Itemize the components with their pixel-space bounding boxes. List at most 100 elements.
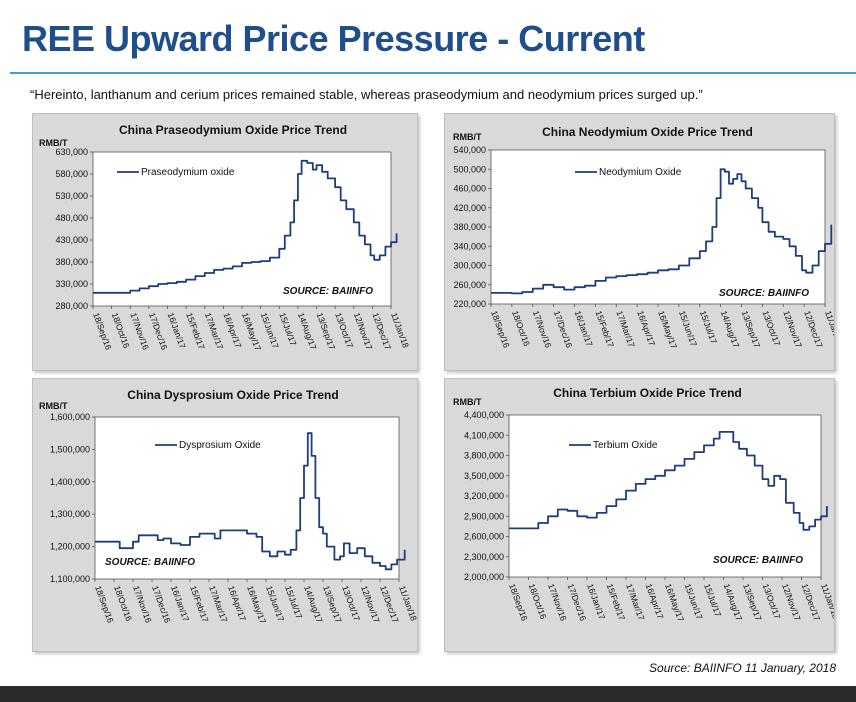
x-tick-label: 14/Aug/17 [719, 309, 742, 349]
y-tick-label: 4,400,000 [464, 410, 504, 420]
x-tick-label: 13/Sep/17 [740, 309, 763, 349]
quote-text: “Hereinto, lanthanum and cerium prices r… [30, 87, 703, 102]
y-tick-label: 4,100,000 [464, 430, 504, 440]
y-tick-label: 330,000 [55, 279, 88, 289]
legend-label: Praseodymium oxide [141, 167, 235, 178]
y-tick-label: 1,400,000 [50, 477, 90, 487]
footer-source: Source: BAIINFO 11 January, 2018 [649, 661, 836, 675]
chart-title: China Dysprosium Oxide Price Trend [127, 388, 338, 402]
y-tick-label: 1,500,000 [50, 444, 90, 454]
dysprosium-chart: China Dysprosium Oxide Price Trend RMB/T 1… [32, 378, 418, 652]
series-line [93, 159, 398, 294]
y-tick-label: 380,000 [453, 222, 486, 232]
x-tick-label: 13/Oct/17 [761, 582, 783, 620]
x-tick-label: 17/Mar/17 [624, 582, 647, 622]
y-tick-label: 480,000 [55, 213, 88, 223]
x-tick-label: 11/Jan/18 [823, 309, 834, 347]
y-tick-label: 500,000 [453, 164, 486, 174]
x-tick-label: 15/Jul/17 [702, 582, 723, 618]
x-tick-label: 14/Aug/17 [296, 311, 319, 351]
chart-title: China Neodymium Oxide Price Trend [542, 125, 753, 139]
x-tick-label: 14/Aug/17 [302, 584, 325, 624]
x-tick-label: 15/Jul/17 [277, 311, 298, 347]
legend-label: Terbium Oxide [593, 440, 658, 451]
series-line [95, 432, 406, 571]
x-tick-label: 12/Nov/17 [781, 309, 804, 349]
x-tick-label: 13/Oct/17 [760, 309, 782, 347]
x-tick-label: 17/Dec/16 [552, 309, 575, 349]
x-tick-label: 18/Sep/16 [93, 584, 116, 624]
plot-area [94, 416, 400, 580]
x-tick-label: 16/Apr/17 [226, 584, 248, 622]
y-tick-label: 380,000 [55, 257, 88, 267]
x-tick-label: 15/Jun/17 [683, 582, 705, 621]
x-tick-label: 12/Dec/17 [800, 582, 823, 622]
neodymium-chart: China Neodymium Oxide Price Trend RMB/T 54… [444, 113, 835, 371]
y-axis-label: RMB/T [453, 132, 482, 142]
y-tick-label: 220,000 [453, 299, 486, 309]
y-tick-label: 3,500,000 [464, 471, 504, 481]
y-tick-label: 540,000 [453, 145, 486, 155]
x-tick-label: 15/Jul/17 [283, 584, 304, 620]
chart-svg: China Praseodymium Oxide Price Trend RMB/… [39, 123, 411, 352]
y-tick-label: 1,200,000 [50, 542, 90, 552]
series-line [509, 431, 828, 531]
x-tick-label: 17/Dec/16 [566, 582, 589, 622]
x-tick-label: 16/May/17 [663, 582, 686, 623]
x-tick-label: 17/Nov/16 [531, 309, 554, 349]
x-tick-label: 15/Jul/17 [698, 309, 719, 345]
y-tick-label: 2,600,000 [464, 532, 504, 542]
source-label: SOURCE: BAIINFO [283, 286, 373, 297]
page-title: REE Upward Price Pressure - Current [22, 18, 645, 59]
x-tick-label: 16/May/17 [656, 309, 679, 350]
x-tick-label: 18/Oct/16 [112, 584, 134, 622]
y-tick-label: 630,000 [55, 147, 88, 157]
source-label: SOURCE: BAIINFO [719, 288, 809, 299]
plot-area [508, 414, 822, 578]
terbium-chart: China Terbium Oxide Price Trend RMB/T 4,40… [444, 378, 835, 652]
x-tick-label: 18/Oct/16 [527, 582, 549, 620]
y-axis-label: RMB/T [39, 401, 68, 411]
x-tick-label: 16/May/17 [245, 584, 268, 625]
y-tick-label: 2,000,000 [464, 572, 504, 582]
x-tick-label: 13/Oct/17 [340, 584, 362, 622]
y-tick-label: 3,200,000 [464, 491, 504, 501]
x-tick-label: 16/Jan/17 [585, 582, 607, 621]
y-tick-label: 340,000 [453, 241, 486, 251]
y-tick-label: 430,000 [55, 235, 88, 245]
x-tick-label: 17/Nov/16 [546, 582, 569, 622]
series-line [491, 168, 833, 295]
x-tick-label: 17/Mar/17 [614, 309, 637, 349]
bottom-bar [0, 686, 856, 702]
praseodymium-chart: China Praseodymium Oxide Price Trend RMB/… [32, 113, 418, 371]
chart-title: China Terbium Oxide Price Trend [553, 386, 742, 400]
x-tick-label: 18/Sep/16 [489, 309, 512, 349]
chart-svg: China Terbium Oxide Price Trend RMB/T 4,40… [453, 386, 834, 623]
source-label: SOURCE: BAIINFO [713, 555, 803, 566]
y-axis-label: RMB/T [453, 397, 482, 407]
x-tick-label: 18/Oct/16 [510, 309, 532, 347]
x-tick-label: 16/Jan/17 [573, 309, 595, 348]
y-axis-label: RMB/T [39, 138, 68, 148]
y-tick-label: 2,300,000 [464, 552, 504, 562]
x-tick-label: 15/Jun/17 [677, 309, 699, 348]
y-tick-label: 460,000 [453, 184, 486, 194]
x-tick-label: 12/Nov/17 [780, 582, 803, 622]
y-tick-label: 1,300,000 [50, 509, 90, 519]
x-tick-label: 16/Apr/17 [644, 582, 666, 620]
y-tick-label: 420,000 [453, 203, 486, 213]
chart-svg: China Neodymium Oxide Price Trend RMB/T 54… [453, 125, 834, 350]
legend-label: Neodymium Oxide [599, 167, 682, 178]
x-tick-label: 14/Aug/17 [722, 582, 745, 622]
chart-svg: China Dysprosium Oxide Price Trend RMB/T 1… [39, 388, 417, 625]
x-tick-label: 18/Sep/16 [507, 582, 530, 622]
title-divider [10, 72, 856, 74]
plot-area [92, 151, 392, 307]
y-tick-label: 300,000 [453, 261, 486, 271]
source-label: SOURCE: BAIINFO [105, 557, 195, 568]
y-tick-label: 1,100,000 [50, 574, 90, 584]
y-tick-label: 260,000 [453, 280, 486, 290]
legend-label: Dysprosium Oxide [179, 440, 261, 451]
y-tick-label: 580,000 [55, 169, 88, 179]
x-tick-label: 16/Apr/17 [635, 309, 657, 347]
